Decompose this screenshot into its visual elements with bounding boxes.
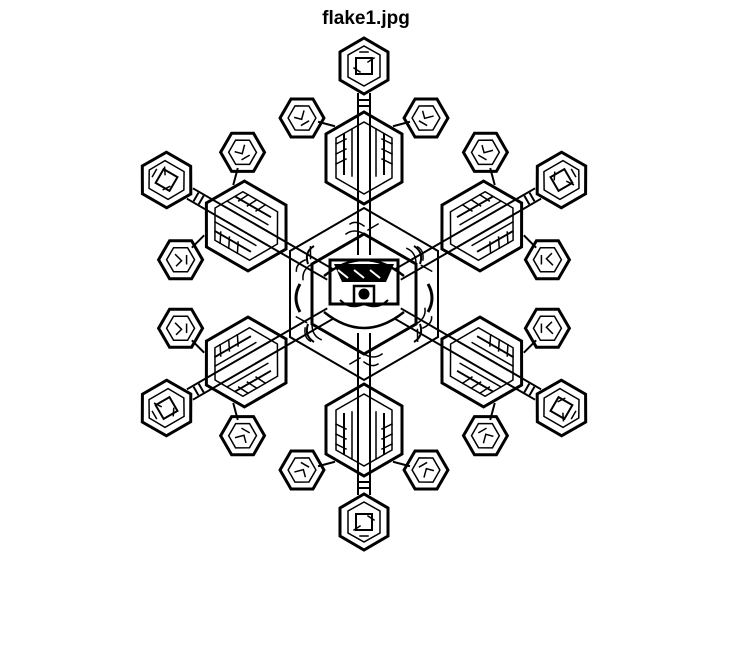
figure-title: flake1.jpg — [322, 8, 410, 29]
